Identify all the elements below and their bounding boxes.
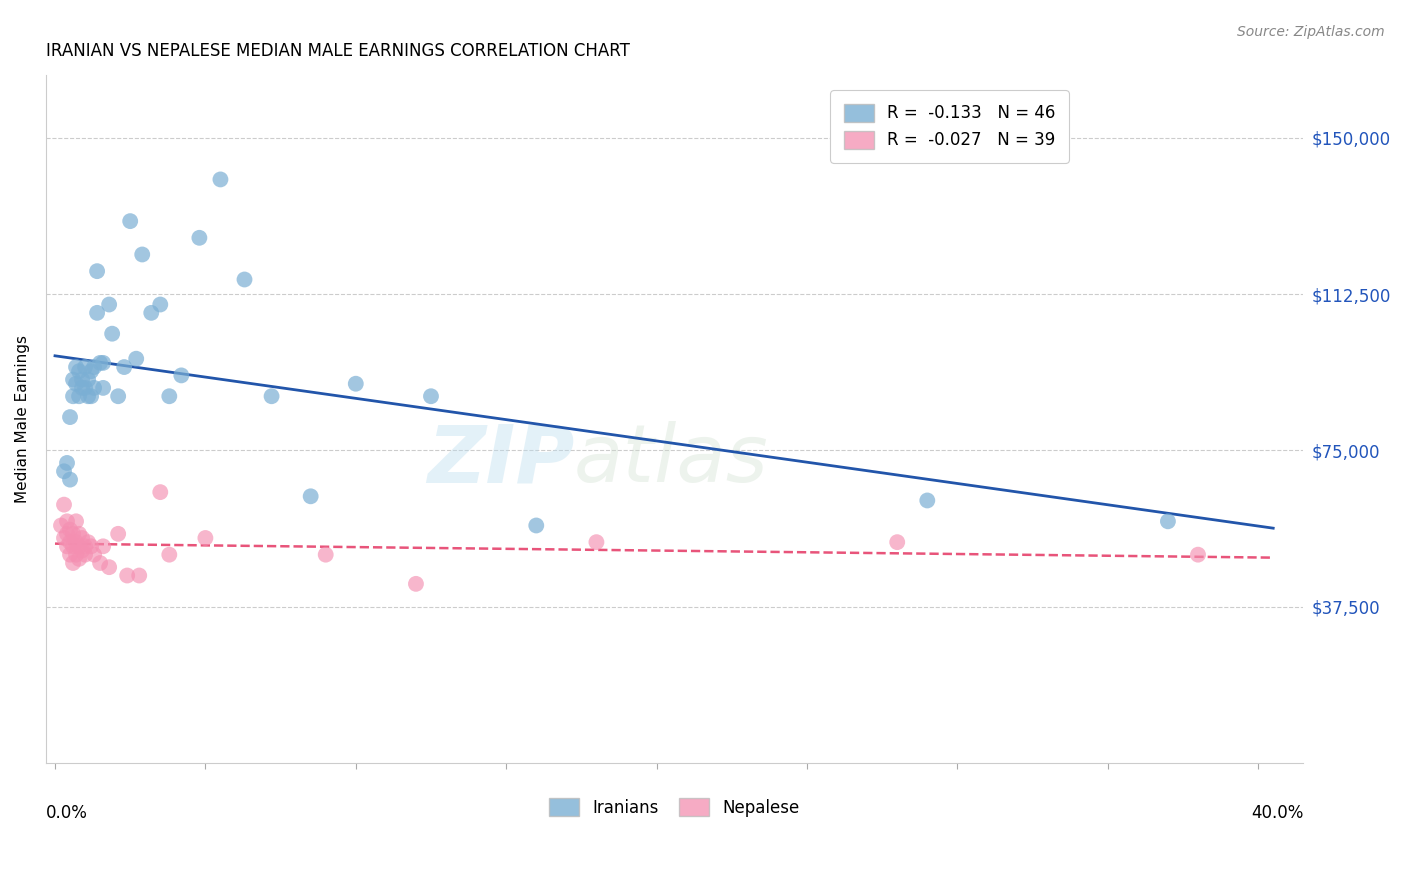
Text: atlas: atlas: [574, 421, 769, 500]
Point: [67, 526, 90, 541]
Point: [120, 214, 142, 228]
Point: [157, 548, 180, 562]
Point: [149, 297, 172, 311]
Point: [886, 535, 908, 549]
Point: [67, 539, 90, 553]
Point: [233, 272, 256, 286]
Point: [86, 306, 108, 320]
Point: [98, 297, 121, 311]
Text: ZIP: ZIP: [426, 421, 574, 500]
Point: [1187, 548, 1209, 562]
Point: [131, 247, 153, 261]
Point: [65, 376, 87, 391]
Point: [83, 548, 105, 562]
Point: [917, 493, 939, 508]
Point: [59, 535, 82, 549]
Point: [56, 514, 79, 528]
Point: [107, 526, 129, 541]
Point: [65, 548, 87, 562]
Y-axis label: Median Male Earnings: Median Male Earnings: [15, 335, 30, 503]
Point: [53, 531, 76, 545]
Point: [188, 231, 211, 245]
Legend: Iranians, Nepalese: Iranians, Nepalese: [543, 791, 807, 823]
Point: [115, 568, 138, 582]
Text: IRANIAN VS NEPALESE MEDIAN MALE EARNINGS CORRELATION CHART: IRANIAN VS NEPALESE MEDIAN MALE EARNINGS…: [46, 42, 630, 60]
Point: [170, 368, 193, 383]
Point: [101, 326, 124, 341]
Point: [67, 364, 90, 378]
Point: [83, 381, 105, 395]
Point: [83, 359, 105, 374]
Point: [56, 526, 79, 541]
Point: [77, 535, 100, 549]
Point: [56, 539, 79, 553]
Point: [59, 548, 82, 562]
Point: [128, 568, 150, 582]
Point: [194, 531, 217, 545]
Point: [62, 526, 84, 541]
Point: [585, 535, 607, 549]
Text: 0.0%: 0.0%: [46, 805, 87, 822]
Point: [62, 539, 84, 553]
Point: [62, 556, 84, 570]
Point: [70, 381, 93, 395]
Point: [112, 359, 135, 374]
Point: [89, 556, 111, 570]
Point: [149, 485, 172, 500]
Point: [77, 373, 100, 387]
Point: [91, 539, 114, 553]
Point: [59, 473, 82, 487]
Point: [1157, 514, 1180, 528]
Point: [315, 548, 337, 562]
Point: [75, 381, 97, 395]
Point: [107, 389, 129, 403]
Point: [77, 389, 100, 403]
Point: [67, 389, 90, 403]
Point: [65, 514, 87, 528]
Point: [56, 456, 79, 470]
Point: [53, 464, 76, 478]
Point: [141, 306, 163, 320]
Point: [299, 489, 322, 503]
Point: [524, 518, 547, 533]
Point: [98, 560, 121, 574]
Point: [260, 389, 283, 403]
Point: [75, 539, 97, 553]
Point: [405, 577, 427, 591]
Text: 40.0%: 40.0%: [1251, 805, 1303, 822]
Point: [65, 535, 87, 549]
Point: [53, 498, 76, 512]
Point: [89, 356, 111, 370]
Point: [344, 376, 367, 391]
Point: [125, 351, 148, 366]
Point: [62, 373, 84, 387]
Point: [91, 356, 114, 370]
Point: [75, 548, 97, 562]
Point: [67, 551, 90, 566]
Point: [62, 389, 84, 403]
Point: [91, 381, 114, 395]
Point: [70, 531, 93, 545]
Point: [65, 359, 87, 374]
Point: [80, 389, 103, 403]
Point: [157, 389, 180, 403]
Point: [59, 523, 82, 537]
Point: [59, 410, 82, 425]
Point: [86, 264, 108, 278]
Point: [80, 364, 103, 378]
Point: [70, 543, 93, 558]
Point: [49, 518, 72, 533]
Point: [209, 172, 232, 186]
Text: Source: ZipAtlas.com: Source: ZipAtlas.com: [1237, 25, 1385, 39]
Point: [75, 359, 97, 374]
Point: [420, 389, 443, 403]
Point: [80, 539, 103, 553]
Point: [70, 373, 93, 387]
